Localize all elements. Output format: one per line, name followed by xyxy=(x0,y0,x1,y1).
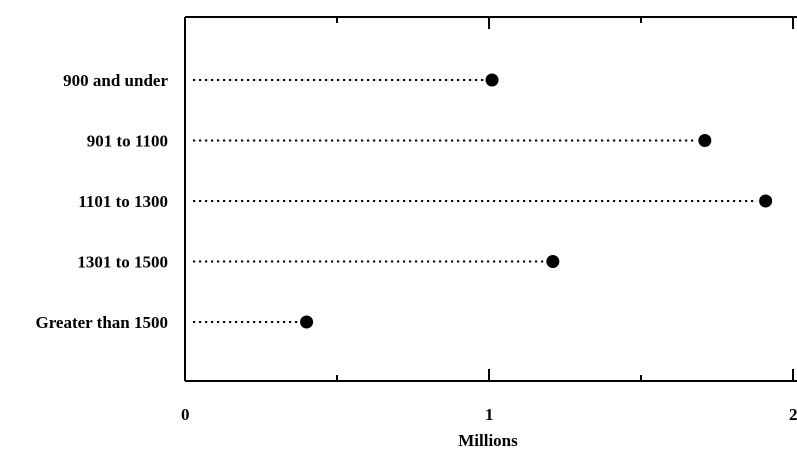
category-label: 900 and under xyxy=(63,71,168,90)
category-label: Greater than 1500 xyxy=(35,313,168,332)
plot-frame xyxy=(184,16,797,382)
top-axis-ticks xyxy=(184,17,794,29)
bottom-axis-ticks xyxy=(184,369,794,381)
category-label: 901 to 1100 xyxy=(87,132,168,151)
x-tick-label: 0 xyxy=(181,405,190,424)
data-point xyxy=(300,315,314,329)
data-point xyxy=(485,73,499,87)
data-points xyxy=(300,73,773,329)
leader-lines xyxy=(193,79,758,323)
data-point xyxy=(546,255,560,268)
category-label: 1101 to 1300 xyxy=(78,192,168,211)
data-point xyxy=(698,134,712,147)
data-point xyxy=(759,194,773,208)
x-tick-label: 1 xyxy=(485,405,494,424)
x-tick-label: 2 xyxy=(789,405,797,424)
x-axis-title: Millions xyxy=(458,431,518,450)
category-label: 1301 to 1500 xyxy=(77,253,168,272)
x-tick-labels: 0 1 2 xyxy=(181,405,797,424)
category-labels: 900 and under 901 to 1100 1101 to 1300 1301… xyxy=(35,71,168,332)
